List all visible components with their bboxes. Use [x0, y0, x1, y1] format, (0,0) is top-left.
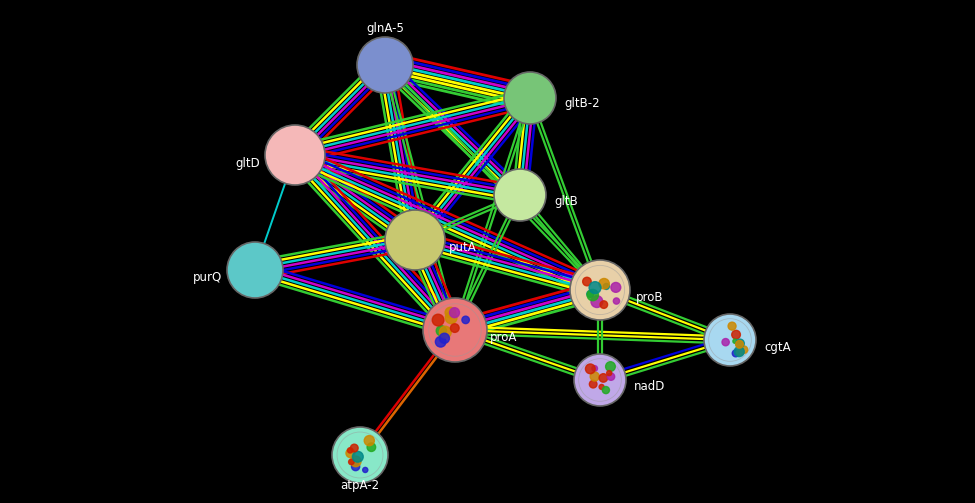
Text: cgtA: cgtA — [764, 341, 791, 354]
Circle shape — [504, 72, 556, 124]
Circle shape — [337, 432, 383, 478]
Circle shape — [599, 279, 609, 289]
Circle shape — [736, 339, 744, 348]
Circle shape — [579, 359, 621, 401]
Circle shape — [365, 436, 374, 446]
Circle shape — [605, 362, 615, 371]
Circle shape — [494, 169, 546, 221]
Circle shape — [733, 339, 737, 344]
Circle shape — [347, 448, 353, 453]
Circle shape — [440, 333, 449, 344]
Circle shape — [227, 242, 283, 298]
Circle shape — [423, 298, 487, 362]
Text: atpA-2: atpA-2 — [340, 478, 379, 491]
Circle shape — [732, 350, 739, 357]
Circle shape — [587, 291, 594, 297]
Circle shape — [704, 314, 756, 366]
Circle shape — [709, 319, 752, 361]
Circle shape — [606, 371, 611, 376]
Circle shape — [607, 373, 614, 380]
Circle shape — [736, 349, 743, 356]
Circle shape — [350, 444, 358, 452]
Circle shape — [590, 372, 600, 381]
Circle shape — [436, 325, 447, 336]
Text: purQ: purQ — [193, 271, 222, 284]
Circle shape — [731, 330, 740, 339]
Text: proA: proA — [490, 330, 518, 344]
Circle shape — [740, 346, 748, 354]
Circle shape — [728, 322, 736, 330]
Circle shape — [449, 308, 459, 317]
Circle shape — [350, 456, 361, 467]
Circle shape — [587, 289, 599, 301]
Circle shape — [591, 296, 603, 307]
Circle shape — [613, 298, 619, 304]
Circle shape — [735, 341, 743, 348]
Circle shape — [446, 312, 457, 323]
Circle shape — [599, 384, 604, 389]
Circle shape — [363, 467, 368, 472]
Circle shape — [462, 316, 469, 323]
Circle shape — [346, 449, 355, 458]
Circle shape — [599, 374, 607, 382]
Circle shape — [367, 443, 375, 452]
Circle shape — [432, 314, 444, 326]
Circle shape — [574, 354, 626, 406]
Circle shape — [352, 462, 360, 471]
Text: gltD: gltD — [235, 156, 260, 170]
Circle shape — [436, 337, 446, 347]
Circle shape — [575, 266, 625, 314]
Text: glnA-5: glnA-5 — [366, 22, 404, 35]
Circle shape — [589, 282, 601, 294]
Text: proB: proB — [636, 291, 664, 303]
Text: nadD: nadD — [634, 380, 665, 393]
Circle shape — [600, 301, 607, 308]
Circle shape — [611, 283, 621, 292]
Circle shape — [385, 210, 445, 270]
Circle shape — [570, 260, 630, 320]
Circle shape — [734, 347, 744, 357]
Circle shape — [332, 427, 388, 483]
Circle shape — [357, 37, 413, 93]
Circle shape — [265, 125, 325, 185]
Text: gltB: gltB — [554, 195, 578, 208]
Circle shape — [446, 307, 455, 318]
Text: putA: putA — [449, 240, 477, 254]
Circle shape — [349, 459, 354, 465]
Circle shape — [585, 364, 595, 374]
Circle shape — [589, 380, 597, 388]
Circle shape — [592, 366, 598, 371]
Circle shape — [583, 277, 591, 286]
Circle shape — [450, 324, 459, 332]
Circle shape — [722, 339, 729, 346]
Circle shape — [352, 451, 364, 462]
Circle shape — [440, 326, 451, 338]
Circle shape — [429, 304, 482, 356]
Circle shape — [604, 283, 609, 289]
Text: gltB-2: gltB-2 — [564, 97, 600, 110]
Circle shape — [603, 386, 609, 394]
